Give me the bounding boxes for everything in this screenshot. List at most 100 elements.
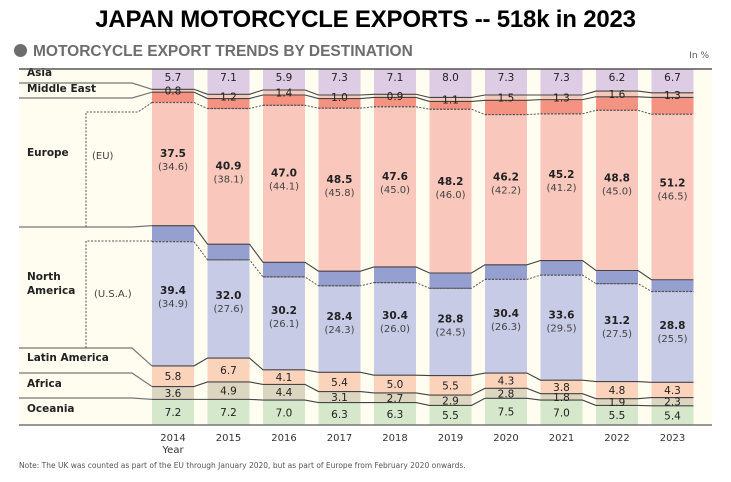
bar-subsegment-europe <box>207 98 250 109</box>
bar-segment-oceania <box>374 402 416 425</box>
data-label-north-america: 30.2 <box>271 305 297 317</box>
sub-boundary-line <box>152 101 694 116</box>
data-label-north-america: 31.2 <box>604 315 630 327</box>
bar-segment-oceania <box>651 405 694 425</box>
series-boundary-line <box>152 397 694 407</box>
legend-label-latin-america: Latin America <box>27 352 109 364</box>
data-label-europe: 47.6 <box>382 171 408 183</box>
bar-subsegment-north-america <box>263 262 305 277</box>
legend-label-north-america: North <box>27 271 61 283</box>
data-label-middle-east: 1.3 <box>664 90 681 102</box>
legend-divider <box>19 225 153 228</box>
bar-segment-asia <box>651 69 694 93</box>
sub-boundary-line <box>152 241 694 292</box>
bar-subsegment-north-america <box>152 225 194 242</box>
data-label-latin-america: 5.5 <box>442 380 459 392</box>
data-label-asia: 8.0 <box>442 72 459 84</box>
data-label-oceania: 6.3 <box>331 409 348 421</box>
bar-subsegment-europe <box>540 99 583 114</box>
bar-subsegment-europe <box>318 98 361 109</box>
data-label-europe: 48.5 <box>327 174 353 186</box>
data-label-sub-north-america: (26.0) <box>380 324 410 335</box>
data-label-oceania: 7.0 <box>553 408 570 420</box>
bar-segment-middle-east <box>374 94 416 98</box>
data-label-europe: 48.8 <box>604 173 630 185</box>
data-label-latin-america: 6.7 <box>220 365 237 377</box>
data-label-north-america: 32.0 <box>216 290 242 302</box>
bar-segment-middle-east <box>485 94 527 101</box>
data-label-oceania: 5.5 <box>442 410 459 422</box>
bar-segment-europe <box>429 101 472 273</box>
bar-segment-africa <box>485 388 527 399</box>
data-label-oceania: 5.5 <box>609 410 626 422</box>
bar-segment-oceania <box>152 399 194 425</box>
data-label-sub-europe: (34.6) <box>158 162 188 173</box>
legend-label-africa: Africa <box>27 378 62 390</box>
data-label-sub-europe: (46.0) <box>435 190 465 201</box>
data-label-oceania: 7.2 <box>165 407 182 419</box>
bar-segment-africa <box>263 384 305 401</box>
bar-subsegment-europe <box>485 100 527 115</box>
bar-segment-africa <box>429 395 472 406</box>
data-label-europe: 47.0 <box>271 168 297 180</box>
bar-segment-middle-east <box>207 94 250 99</box>
bar-segment-oceania <box>540 400 583 425</box>
data-label-sub-north-america: (26.3) <box>491 322 521 333</box>
data-label-latin-america: 5.4 <box>331 377 348 389</box>
bar-segment-asia <box>485 69 527 95</box>
bar-subsegment-europe <box>374 97 416 107</box>
data-label-asia: 5.9 <box>276 72 293 84</box>
series-boundary-line <box>152 91 694 102</box>
bar-subsegment-europe <box>429 101 472 110</box>
unit-label: In % <box>689 51 709 61</box>
data-label-latin-america: 5.8 <box>165 371 182 383</box>
bar-segment-middle-east <box>540 94 583 100</box>
bar-subsegment-north-america <box>485 264 527 280</box>
bar-segment-north-america <box>651 279 694 383</box>
bar-segment-asia <box>540 69 583 95</box>
data-label-europe: 46.2 <box>493 172 519 184</box>
data-label-north-america: 28.4 <box>327 311 353 323</box>
bar-segment-north-america <box>596 270 638 382</box>
bar-segment-latin-america <box>207 358 250 382</box>
data-label-sub-north-america: (25.5) <box>657 334 687 345</box>
data-label-north-america: 39.4 <box>160 285 186 297</box>
bar-segment-north-america <box>374 266 416 376</box>
bar-segment-asia <box>318 69 361 95</box>
bar-segment-latin-america <box>540 380 583 394</box>
bar-segment-africa <box>207 381 250 400</box>
series-boundary-line <box>152 225 694 281</box>
data-label-africa: 2.9 <box>442 395 459 407</box>
data-label-asia: 6.7 <box>664 72 681 84</box>
bar-segment-latin-america <box>485 373 527 389</box>
bar-segment-asia <box>152 69 194 90</box>
bar-segment-africa <box>540 393 583 401</box>
bar-segment-asia <box>263 69 305 91</box>
bar-subsegment-north-america <box>540 260 583 276</box>
bar-segment-asia <box>207 69 250 95</box>
chart-subtitle: MOTORCYCLE EXPORT TRENDS BY DESTINATION <box>14 43 413 61</box>
bar-segment-north-america <box>263 262 305 370</box>
data-label-europe: 40.9 <box>216 160 242 172</box>
bar-segment-oceania <box>485 398 527 425</box>
data-label-latin-america: 4.3 <box>664 385 681 397</box>
bar-segment-north-america <box>207 244 250 359</box>
bar-segment-north-america <box>318 271 361 373</box>
legend-label-asia: Asia <box>27 67 52 79</box>
bar-segment-middle-east <box>263 90 305 95</box>
data-label-latin-america: 5.0 <box>387 379 404 391</box>
series-boundary-line <box>152 88 694 99</box>
data-label-oceania: 6.3 <box>387 409 404 421</box>
bar-segment-africa <box>596 398 638 406</box>
data-label-sub-europe: (45.0) <box>380 185 410 196</box>
x-tick-label: 2020 <box>493 433 518 444</box>
legend-sublabel-eu: (EU) <box>92 151 114 162</box>
data-label-middle-east: 1.0 <box>331 92 348 104</box>
bar-subsegment-north-america <box>207 244 250 260</box>
data-label-sub-north-america: (24.5) <box>435 327 465 338</box>
data-label-middle-east: 0.8 <box>165 86 182 98</box>
usa-bracket <box>85 240 152 348</box>
bar-segment-oceania <box>263 400 305 425</box>
x-tick-label: 2023 <box>660 433 685 444</box>
bar-subsegment-north-america <box>651 279 694 292</box>
